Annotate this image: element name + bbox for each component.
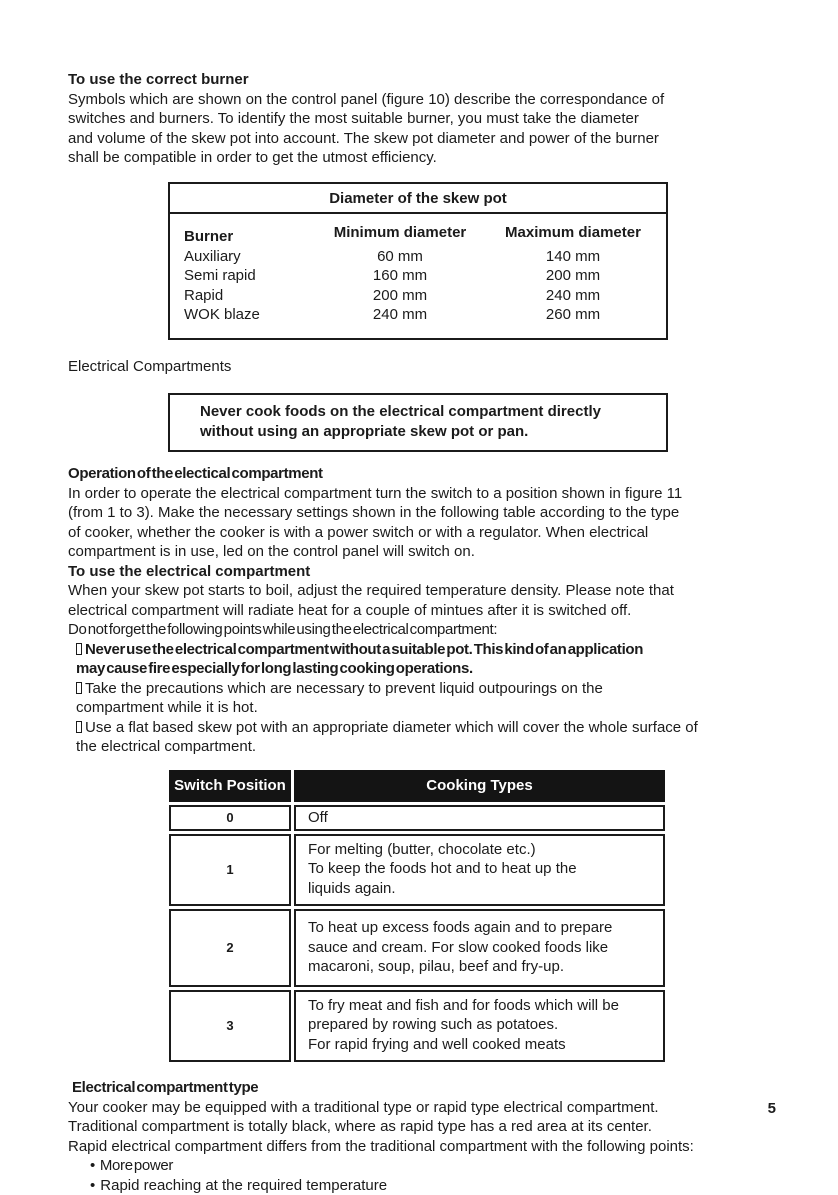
min-diameter-value: 200 mm xyxy=(316,286,484,306)
missing-glyph-bullet-icon xyxy=(76,682,82,694)
column-header-cooking-types: Cooking Types xyxy=(294,770,665,803)
cooking-type-cell: To heat up excess foods again and to pre… xyxy=(294,909,665,987)
cooking-type-cell: Off xyxy=(294,805,665,831)
burner-name: Semi rapid xyxy=(184,266,316,286)
cooking-type-cell: To fry meat and fish and for foods which… xyxy=(294,990,665,1063)
use-paragraph: When your skew pot starts to boil, adjus… xyxy=(68,581,772,620)
cooking-type-cell: For melting (butter, chocolate etc.) To … xyxy=(294,834,665,907)
min-diameter-value: 160 mm xyxy=(316,266,484,286)
burner-paragraph: Symbols which are shown on the control p… xyxy=(68,90,772,168)
list-item: Use a flat based skew pot with an approp… xyxy=(76,718,772,757)
min-diameter-value: 240 mm xyxy=(316,305,484,325)
column-header-minimum-diameter: Minimum diameter xyxy=(316,223,484,247)
column-header-switch-position: Switch Position xyxy=(169,770,291,803)
min-diameter-value: 60 mm xyxy=(316,247,484,267)
table-header-row: Switch Position Cooking Types xyxy=(169,770,665,803)
max-diameter-value: 260 mm xyxy=(484,305,662,325)
section-heading-compartment-type: Electrical compartment type xyxy=(72,1078,772,1098)
missing-glyph-bullet-icon xyxy=(76,721,82,733)
section-heading-operation: Operation of the electical compartment xyxy=(68,464,772,484)
max-diameter-value: 200 mm xyxy=(484,266,662,286)
list-item: Never use the electrical compartment wit… xyxy=(76,640,772,679)
list-item-text: Use a flat based skew pot with an approp… xyxy=(76,719,698,756)
page-number: 5 xyxy=(768,1099,776,1119)
do-not-forget-line: Do not forget the following points while… xyxy=(68,620,772,640)
switch-position-cell: 0 xyxy=(169,805,291,831)
table-row: 3 To fry meat and fish and for foods whi… xyxy=(169,990,665,1063)
section-heading-use-compartment: To use the electrical compartment xyxy=(68,562,772,582)
burner-name: Rapid xyxy=(184,286,316,306)
operation-paragraph: In order to operate the electrical compa… xyxy=(68,484,772,562)
warning-box: Never cook foods on the electrical compa… xyxy=(168,393,668,452)
table-row: 0 Off xyxy=(169,805,665,831)
diameter-table-title: Diameter of the skew pot xyxy=(170,184,666,215)
switch-position-table: Switch Position Cooking Types 0 Off 1 Fo… xyxy=(166,767,668,1066)
diameter-table-body: Burner Minimum diameter Maximum diameter… xyxy=(170,214,666,338)
burner-name: Auxiliary xyxy=(184,247,316,267)
list-item: • Rapid reaching at the required temperat… xyxy=(90,1176,772,1195)
table-row: 1 For melting (butter, chocolate etc.) T… xyxy=(169,834,665,907)
list-item-text: Rapid reaching at the required temperatu… xyxy=(100,1177,387,1194)
max-diameter-value: 240 mm xyxy=(484,286,662,306)
compartment-type-paragraph: Your cooker may be equipped with a tradi… xyxy=(68,1098,772,1157)
bullet-dot-icon: • xyxy=(90,1177,95,1194)
electrical-compartments-label: Electrical Compartments xyxy=(68,357,772,377)
switch-position-cell: 2 xyxy=(169,909,291,987)
switch-position-cell: 1 xyxy=(169,834,291,907)
burner-name: WOK blaze xyxy=(184,305,316,325)
list-item: Take the precautions which are necessary… xyxy=(76,679,772,718)
list-item: • More power xyxy=(90,1156,772,1176)
section-heading-correct-burner: To use the correct burner xyxy=(68,70,772,90)
table-row: 2 To heat up excess foods again and to p… xyxy=(169,909,665,987)
column-header-maximum-diameter: Maximum diameter xyxy=(484,223,662,247)
max-diameter-value: 140 mm xyxy=(484,247,662,267)
missing-glyph-bullet-icon xyxy=(76,643,82,655)
list-item-text: Never use the electrical compartment wit… xyxy=(76,641,643,678)
list-item-text: More power xyxy=(100,1157,173,1174)
switch-position-cell: 3 xyxy=(169,990,291,1063)
column-header-burner: Burner xyxy=(184,223,316,247)
list-item-text: Take the precautions which are necessary… xyxy=(76,680,603,717)
bullet-dot-icon: • xyxy=(90,1157,95,1174)
diameter-table: Diameter of the skew pot Burner Minimum … xyxy=(168,182,668,340)
